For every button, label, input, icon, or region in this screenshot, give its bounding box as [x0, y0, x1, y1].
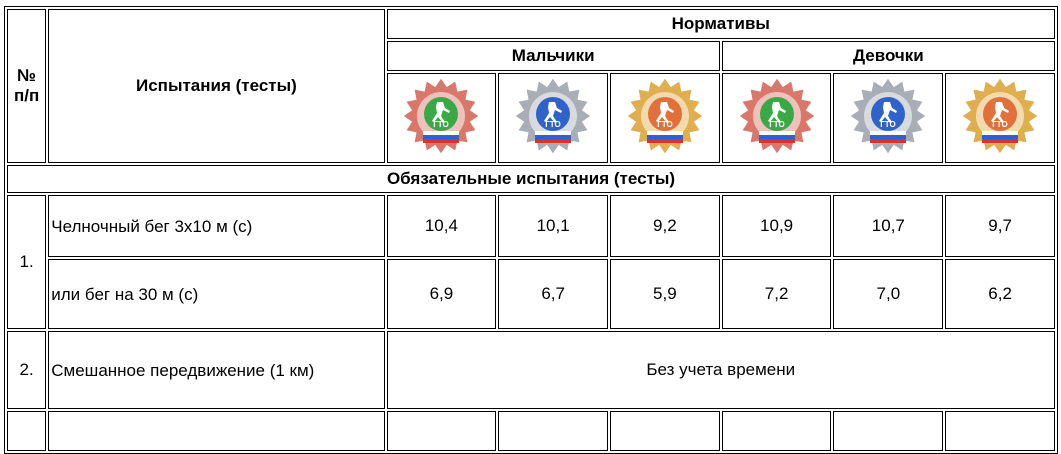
badge-ribbon	[423, 134, 460, 139]
value-cell: 5,9	[610, 259, 720, 329]
badge-ribbon	[982, 134, 1019, 139]
empty-cell	[7, 411, 47, 451]
value-cell: 10,1	[498, 195, 608, 257]
badge-ribbon	[870, 134, 907, 139]
value-cell: 6,2	[945, 259, 1055, 329]
tests-header: Испытания (тесты)	[48, 9, 385, 163]
value-cell: 10,7	[833, 195, 944, 257]
empty-cell	[48, 411, 385, 451]
gto-badge-icon: ГТО	[961, 76, 1039, 155]
gto-badge-bronze-cell: ГТО	[386, 73, 497, 163]
badge-ribbon	[535, 130, 572, 135]
value-cell: 7,2	[721, 259, 832, 329]
value-cell: 7,0	[833, 259, 944, 329]
badge-label: ГТО	[657, 120, 672, 129]
runner-icon	[655, 101, 674, 123]
empty-cell	[610, 411, 720, 451]
badge-label: ГТО	[434, 120, 449, 129]
row-index: 1.	[7, 195, 47, 329]
number-header: № п/п	[7, 9, 47, 163]
gto-badge-icon: ГТО	[849, 76, 928, 155]
runner-icon	[991, 101, 1010, 123]
empty-cell	[386, 411, 497, 451]
badge-ribbon	[535, 134, 572, 139]
badge-ribbon	[758, 138, 795, 143]
badge-ribbon	[982, 138, 1019, 143]
badge-label: ГТО	[881, 120, 896, 129]
runner-icon	[767, 101, 786, 123]
empty-cell	[498, 411, 608, 451]
value-cell: 10,4	[386, 195, 497, 257]
badge-ribbon	[423, 130, 460, 135]
gto-badge-icon: ГТО	[737, 76, 816, 155]
boys-header: Мальчики	[386, 41, 720, 71]
empty-cell	[945, 411, 1055, 451]
gto-badge-silver-cell: ГТО	[498, 73, 608, 163]
value-cell: 10,9	[721, 195, 832, 257]
gto-badge-silver-cell: ГТО	[833, 73, 944, 163]
badge-label: ГТО	[992, 120, 1007, 129]
empty-cell	[833, 411, 944, 451]
test-name: Смешанное передвижение (1 км)	[48, 331, 385, 409]
badge-label: ГТО	[545, 120, 560, 129]
badge-ribbon	[870, 138, 907, 143]
empty-cell	[721, 411, 832, 451]
badge-ribbon	[646, 134, 683, 139]
badge-ribbon	[423, 138, 460, 143]
gto-badge-bronze-cell: ГТО	[721, 73, 832, 163]
badge-ribbon	[758, 130, 795, 135]
norms-header: Нормативы	[386, 9, 1055, 39]
gto-badge-icon: ГТО	[402, 76, 481, 155]
girls-header: Девочки	[721, 41, 1055, 71]
runner-icon	[879, 101, 898, 123]
runner-icon	[432, 101, 451, 123]
gto-badge-gold-cell: ГТО	[610, 73, 720, 163]
badge-ribbon	[870, 130, 907, 135]
gto-badge-icon: ГТО	[626, 76, 704, 155]
badge-ribbon	[535, 138, 572, 143]
badge-ribbon	[982, 130, 1019, 135]
value-cell: 9,2	[610, 195, 720, 257]
test-name: Челночный бег 3х10 м (с)	[48, 195, 385, 257]
value-cell: 6,7	[498, 259, 608, 329]
badge-ribbon	[646, 130, 683, 135]
test-name: или бег на 30 м (с)	[48, 259, 385, 329]
value-cell: 6,9	[386, 259, 497, 329]
merged-value: Без учета времени	[386, 331, 1055, 409]
gto-badge-gold-cell: ГТО	[945, 73, 1055, 163]
row-index: 2.	[7, 331, 47, 409]
badge-ribbon	[758, 134, 795, 139]
badge-ribbon	[646, 138, 683, 143]
norms-table: № п/п Испытания (тесты) Нормативы Мальчи…	[4, 6, 1058, 454]
gto-badge-icon: ГТО	[514, 76, 592, 155]
section-title: Обязательные испытания (тесты)	[7, 165, 1055, 193]
runner-icon	[544, 101, 563, 123]
value-cell: 9,7	[945, 195, 1055, 257]
badge-label: ГТО	[769, 120, 784, 129]
